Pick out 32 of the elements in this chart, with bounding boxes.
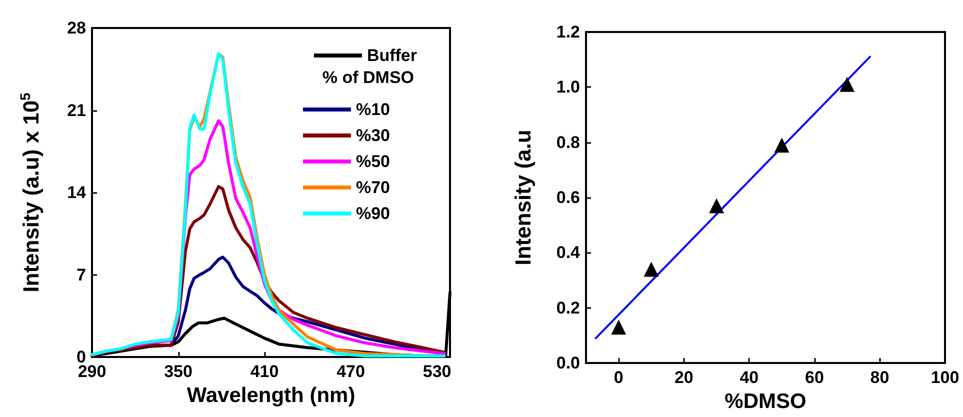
y-tick-label: 0.6 xyxy=(556,188,580,207)
y-tick-label: 0.2 xyxy=(556,298,580,318)
x-tick-label: 0 xyxy=(614,368,624,387)
x-tick-label: 350 xyxy=(164,362,192,381)
legend-title: % of DMSO xyxy=(322,68,414,87)
y-tick-label: 14 xyxy=(67,183,87,202)
x-tick-label: 410 xyxy=(250,362,279,381)
y-axis-title: Intensity (a.u xyxy=(510,130,536,266)
legend-label: %30 xyxy=(356,126,390,145)
x-tick-label: 470 xyxy=(336,362,365,381)
y-tick-label: 0.0 xyxy=(556,354,580,372)
legend-label: %10 xyxy=(356,100,390,119)
y-tick-label: 7 xyxy=(76,265,86,284)
x-tick-label: 40 xyxy=(740,368,759,387)
legend-label: %50 xyxy=(356,152,390,171)
y-tick-label: 28 xyxy=(67,18,86,38)
y-tick-label: 1.0 xyxy=(556,78,580,97)
x-tick-label: 100 xyxy=(930,368,960,387)
legend-label: %90 xyxy=(356,204,390,223)
legend-label: %70 xyxy=(356,178,390,197)
x-axis-title: %DMSO xyxy=(724,390,806,413)
x-tick-label: 530 xyxy=(422,362,452,381)
x-tick-label: 20 xyxy=(674,368,694,387)
x-axis-title: Wavelength (nm) xyxy=(186,384,356,407)
y-axis-title: Intensity (a.u) x 105 xyxy=(17,92,44,292)
y-tick-label: 0.8 xyxy=(556,132,580,152)
x-tick-label: 80 xyxy=(870,368,890,387)
y-tick-label: 0.4 xyxy=(556,243,581,262)
y-tick-label: 21 xyxy=(67,100,86,120)
y-tick-label: 1.2 xyxy=(556,22,580,42)
legend-label: Buffer xyxy=(366,46,418,65)
x-tick-label: 60 xyxy=(804,368,824,387)
